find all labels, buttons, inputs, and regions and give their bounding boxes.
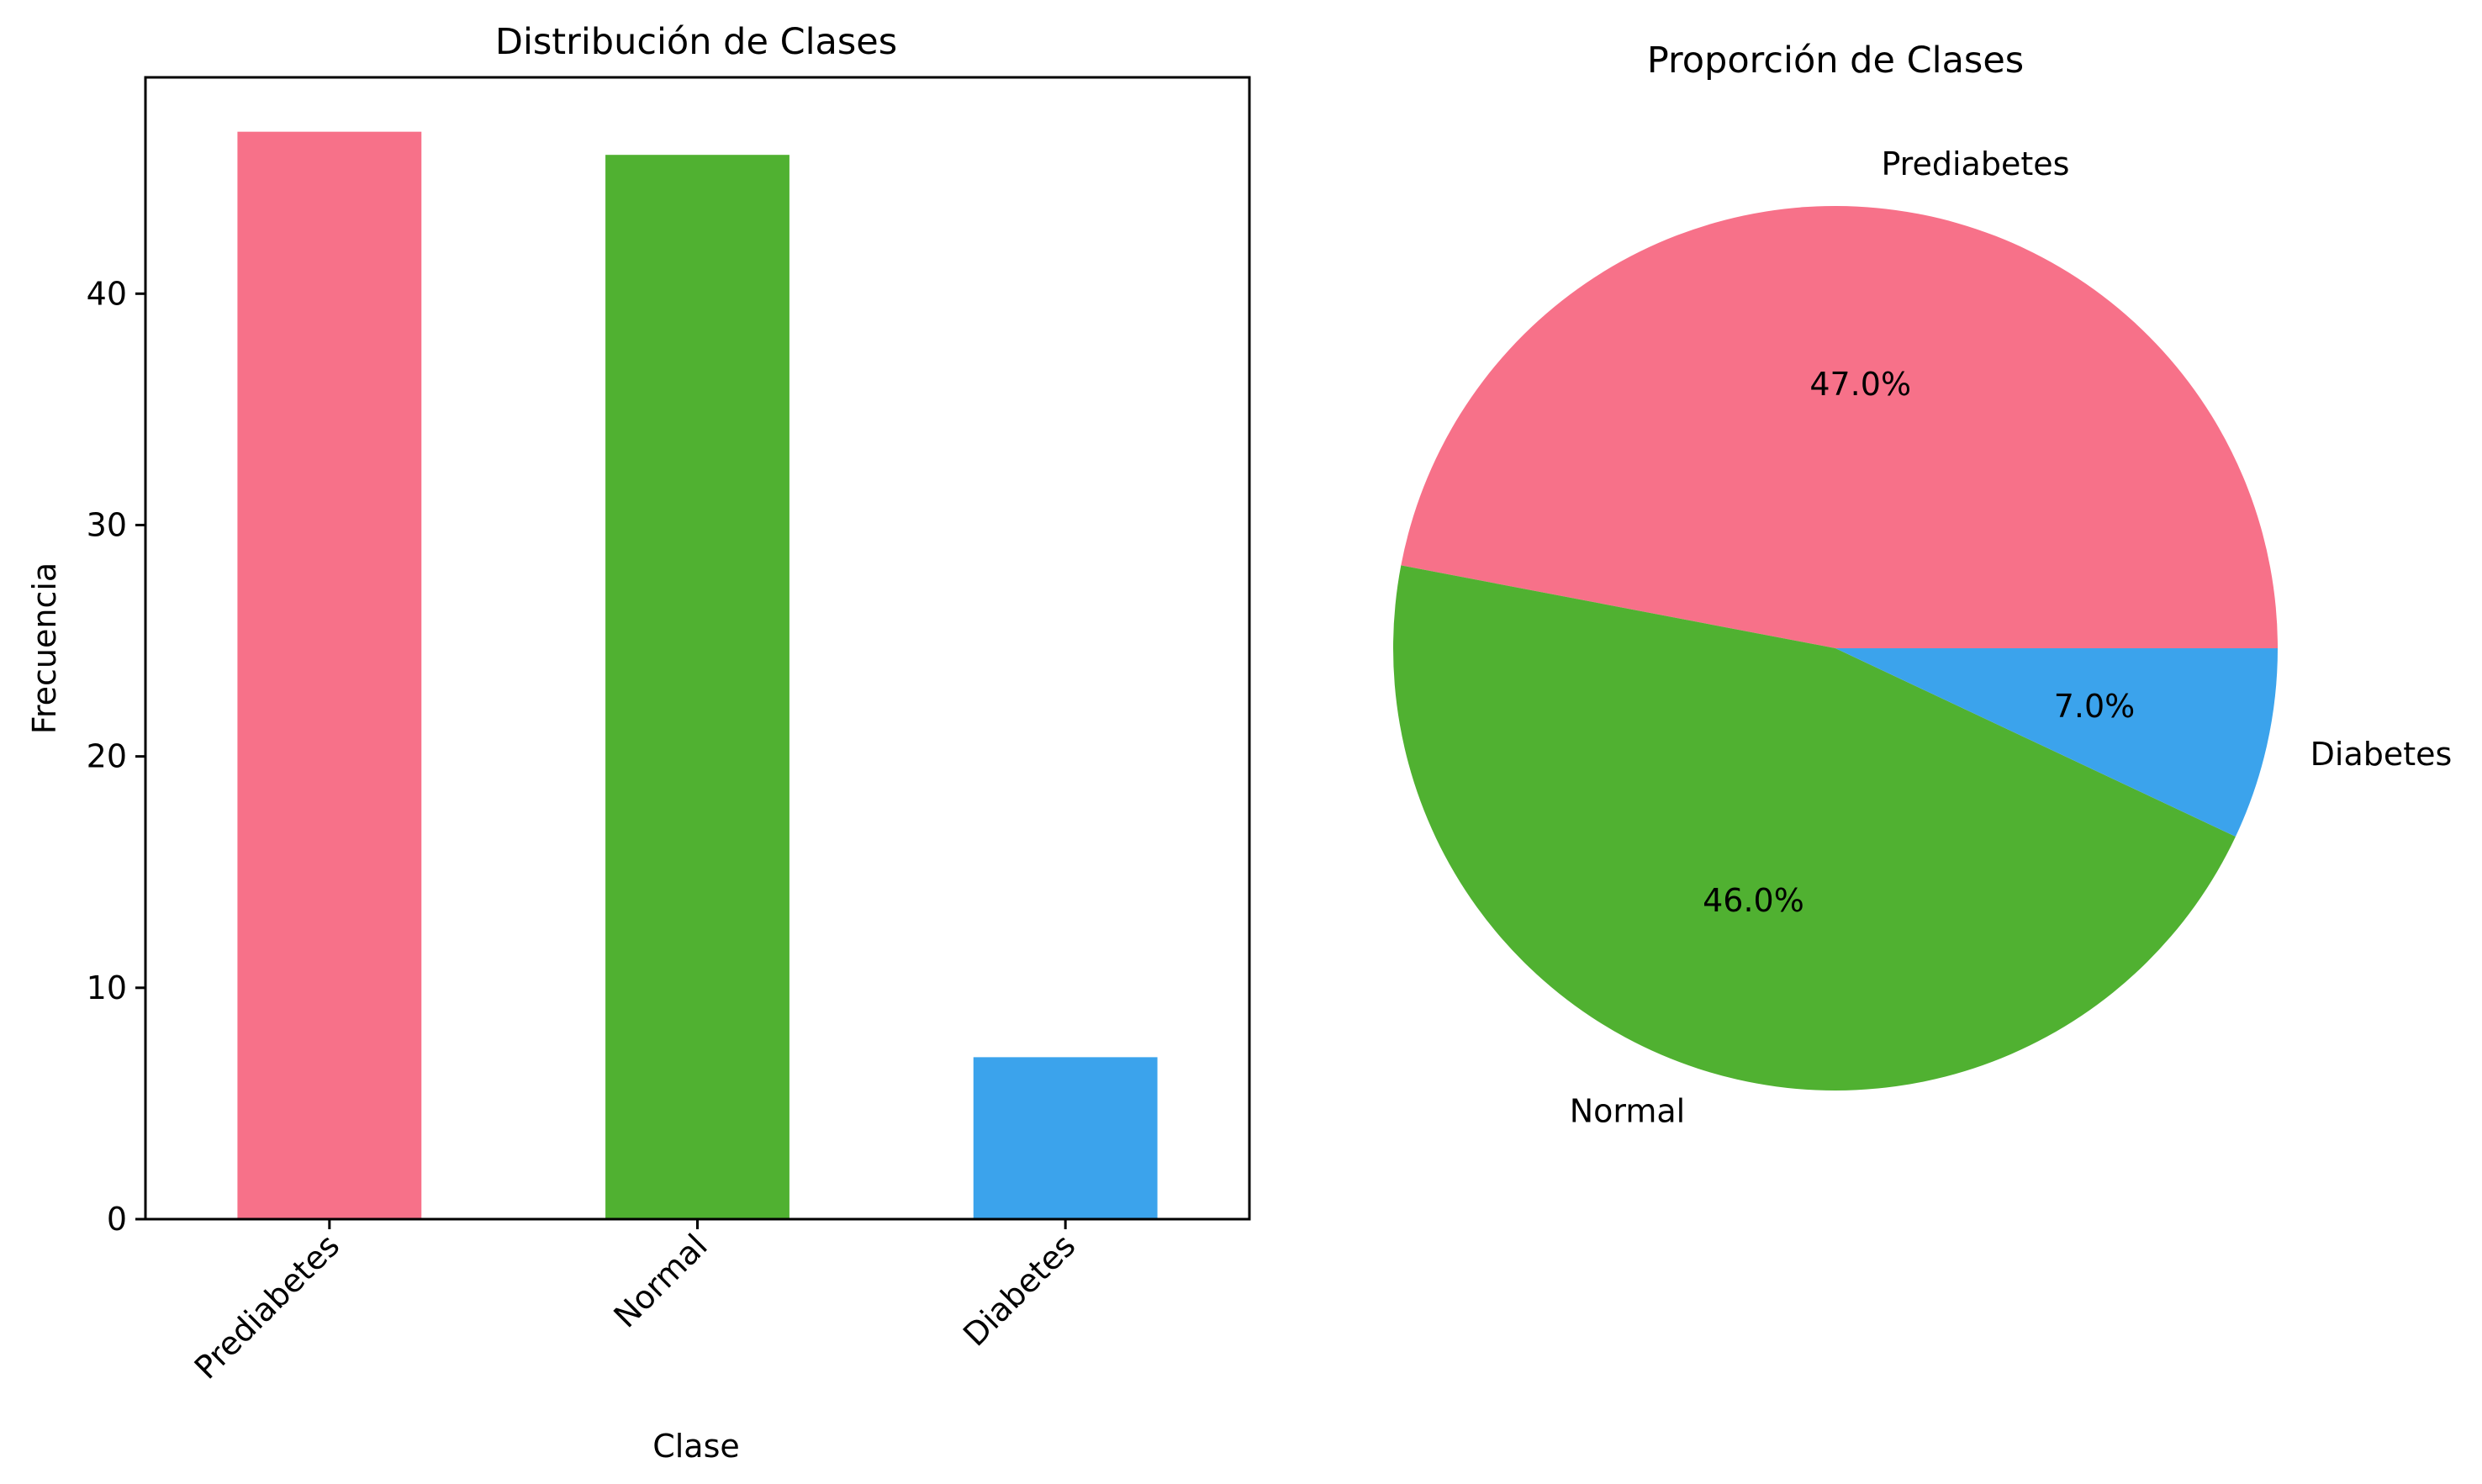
bar-diabetes [973,1057,1158,1219]
bar-chart-bars [237,131,1158,1220]
pie-percent-normal: 46.0% [1703,882,1804,919]
pie-label-prediabetes: Prediabetes [1881,145,2069,182]
pie-label-normal: Normal [1570,1092,1686,1129]
pie-slice-diabetes [1835,648,2278,837]
y-tick-label: 20 [87,738,127,775]
pie-chart-category-labels: Prediabetes Normal Diabetes [1570,145,2453,1129]
y-tick-label: 30 [87,506,127,543]
pie-chart: Proporción de Clases Prediabetes Normal Di… [1393,40,2452,1129]
pie-chart-title: Proporción de Clases [1647,40,2024,82]
y-tick-label: 10 [87,969,127,1006]
pie-percent-diabetes: 7.0% [2054,688,2136,725]
pie-slice-prediabetes [1401,206,2278,648]
pie-chart-percent-labels: 47.0% 46.0% 7.0% [1703,366,2135,919]
y-tick-label: 0 [107,1201,127,1238]
bar-chart-y-axis-ticks: 0 10 20 30 40 [87,275,145,1238]
pie-chart-slices [1393,206,2278,1091]
bar-prediabetes [237,131,422,1220]
pie-percent-prediabetes: 47.0% [1809,366,1911,403]
y-tick-label: 40 [87,275,127,312]
bar-normal [605,155,789,1219]
bar-chart-title: Distribución de Clases [495,21,897,63]
bar-chart-y-axis-label: Frecuencia [26,562,63,734]
pie-label-diabetes: Diabetes [2310,736,2453,773]
bar-chart-axes-frame [144,76,1251,1221]
bar-chart-x-axis-label: Clase [652,1428,740,1465]
pie-slice-normal [1393,565,2236,1091]
